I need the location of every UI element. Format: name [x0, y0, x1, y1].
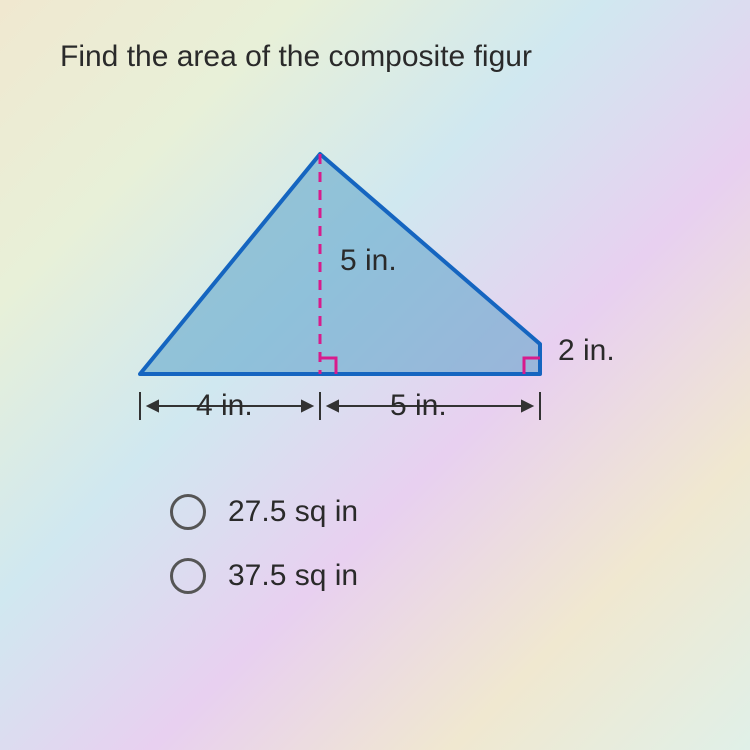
option-b[interactable]: 37.5 sq in [170, 558, 730, 594]
option-a[interactable]: 27.5 sq in [170, 494, 730, 530]
base1-label: 4 in. [196, 389, 253, 423]
radio-icon [170, 558, 206, 594]
answer-options: 27.5 sq in 37.5 sq in [170, 494, 730, 594]
option-label: 37.5 sq in [228, 559, 358, 593]
right-side-label: 2 in. [558, 334, 615, 368]
height-label: 5 in. [340, 244, 397, 278]
base2-label: 5 in. [390, 389, 447, 423]
radio-icon [170, 494, 206, 530]
option-label: 27.5 sq in [228, 495, 358, 529]
composite-figure: 5 in. 2 in. 4 in. 5 in. [120, 134, 640, 454]
question-text: Find the area of the composite figur [60, 40, 730, 74]
